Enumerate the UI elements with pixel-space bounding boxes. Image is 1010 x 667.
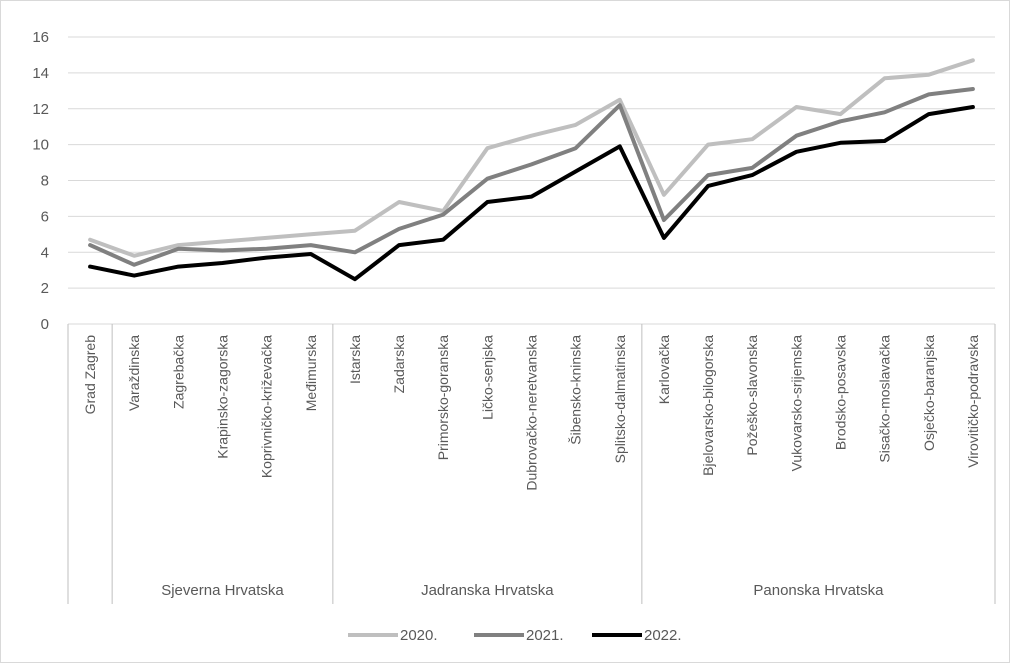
y-tick-label: 0 (41, 316, 49, 333)
x-category-label: Koprivničko-križevačka (259, 335, 275, 478)
x-category-label: Požeško-slavonska (744, 335, 760, 456)
x-category-label: Primorsko-goranska (435, 335, 451, 460)
y-tick-label: 16 (32, 29, 49, 46)
series-line-2 (88, 105, 975, 282)
x-category-label: Brodsko-posavska (833, 335, 849, 450)
gridlines (68, 36, 995, 325)
y-tick-label: 6 (41, 208, 49, 225)
y-tick-label: 4 (41, 244, 49, 261)
x-category-label: Vukovarsko-srijemska (788, 335, 804, 472)
y-axis-ticks: 0 2 4 6 8 10 12 14 16 (32, 29, 49, 333)
y-tick-label: 2 (41, 280, 49, 297)
legend-label: 2022. (644, 627, 682, 644)
x-category-label: Varaždinska (126, 335, 142, 411)
x-category-label: Osječko-baranjska (921, 335, 937, 451)
x-axis: Grad Zagreb Varaždinska Zagrebačka Krapinsk… (67, 324, 996, 604)
x-category-label: Grad Zagreb (82, 335, 98, 415)
y-tick-label: 10 (32, 137, 49, 154)
series-lines (88, 58, 975, 282)
x-category-label: Virovitičko-podravska (965, 335, 981, 468)
legend: 2020. 2021. 2022. (348, 627, 682, 644)
x-category-label: Šibensko-kninska (568, 335, 584, 445)
legend-label: 2020. (400, 627, 438, 644)
x-category-label: Karlovačka (656, 335, 672, 404)
x-category-label: Zagrebačka (170, 335, 186, 409)
series-line-1 (88, 87, 975, 267)
x-group-label: Panonska Hrvatska (753, 582, 884, 599)
legend-label: 2021. (526, 627, 564, 644)
y-tick-label: 12 (32, 101, 49, 118)
x-category-label: Ličko-senjska (479, 335, 495, 420)
x-category-label: Dubrovačko-neretvanska (524, 335, 540, 491)
x-category-label: Krapinsko-zagorska (215, 335, 231, 459)
x-group-label: Jadranska Hrvatska (421, 582, 554, 599)
x-group-label: Sjeverna Hrvatska (161, 582, 284, 599)
x-category-label: Bjelovarsko-bilogorska (700, 335, 716, 476)
y-tick-label: 14 (32, 65, 49, 82)
x-category-label: Zadarska (391, 335, 407, 394)
x-category-label: Istarska (347, 335, 363, 384)
x-category-label: Međimurska (303, 335, 319, 411)
series-line-0 (88, 58, 975, 258)
x-category-label: Sisačko-moslavačka (877, 335, 893, 463)
y-tick-label: 8 (41, 173, 49, 190)
x-category-label: Splitsko-dalmatinska (612, 335, 628, 464)
